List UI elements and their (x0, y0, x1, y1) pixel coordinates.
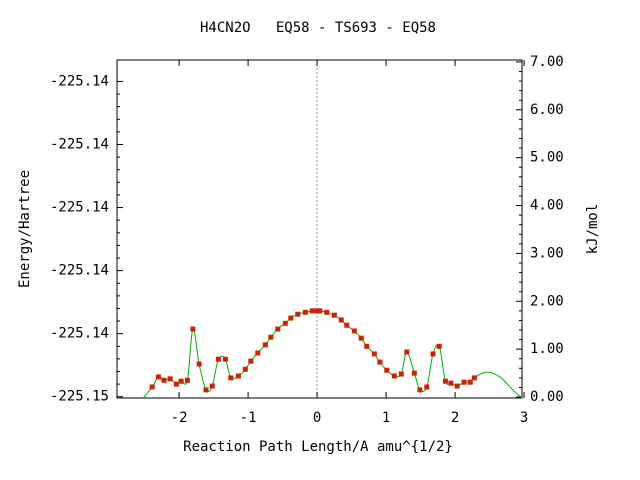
path-point (155, 374, 161, 380)
y-tick-label: -225.14 (50, 326, 109, 342)
path-point (302, 309, 308, 315)
y2-tick-label: 6.00 (530, 102, 564, 118)
y2-tick-label: 5.00 (530, 150, 564, 166)
path-point (338, 317, 344, 323)
path-point (184, 377, 190, 383)
y-tick-label: -225.14 (50, 263, 109, 279)
path-point (196, 361, 202, 367)
path-point (467, 379, 473, 385)
y2-tick-label: 4.00 (530, 198, 564, 214)
y2-tick-label: 1.00 (530, 341, 564, 357)
path-point (161, 377, 167, 383)
path-point (288, 315, 294, 321)
path-point (228, 375, 234, 381)
path-point (222, 356, 228, 362)
x-tick-label: 3 (520, 410, 528, 426)
path-point (377, 359, 383, 365)
x-tick-label: -1 (240, 410, 257, 426)
path-point (391, 373, 397, 379)
path-point (454, 383, 460, 389)
path-point (209, 383, 215, 389)
y-axis-label: Energy/Hartree (17, 170, 33, 288)
path-point (331, 312, 337, 318)
path-point (295, 311, 301, 317)
path-point (442, 378, 448, 384)
path-point (436, 343, 442, 349)
energy-curve (142, 310, 522, 398)
y2-tick-label: 2.00 (530, 293, 564, 309)
x-tick-label: 1 (382, 410, 390, 426)
path-point (358, 335, 364, 341)
x-tick-label: -2 (171, 410, 188, 426)
path-point (344, 322, 350, 328)
x-tick-label: 2 (451, 410, 459, 426)
y2-tick-label: 3.00 (530, 245, 564, 261)
path-point (167, 376, 173, 382)
y-tick-label: -225.14 (50, 73, 109, 89)
y2-axis-label: kJ/mol (585, 204, 601, 255)
path-point (364, 343, 370, 349)
path-point (178, 378, 184, 384)
path-point (275, 326, 281, 332)
path-point (384, 367, 390, 373)
chart-title: H4CN2O EQ58 - TS693 - EQ58 (200, 20, 436, 36)
path-point (215, 356, 221, 362)
path-point (149, 384, 155, 390)
path-point (411, 370, 417, 376)
path-point (173, 381, 179, 387)
path-point (248, 358, 254, 364)
path-point (404, 349, 410, 355)
path-point (317, 308, 323, 314)
path-point (314, 308, 320, 314)
path-point (190, 326, 196, 332)
path-point (430, 351, 436, 357)
path-point (398, 371, 404, 377)
path-point (417, 387, 423, 393)
path-point (448, 380, 454, 386)
x-axis-label: Reaction Path Length/A amu^{1/2} (183, 439, 453, 455)
path-point (371, 351, 377, 357)
y-tick-label: -225.14 (50, 137, 109, 153)
path-point (282, 320, 288, 326)
x-tick-label: 0 (313, 410, 321, 426)
path-point (262, 342, 268, 348)
path-point (242, 366, 248, 372)
path-point (351, 328, 357, 334)
plot-frame (116, 59, 523, 399)
path-point (461, 379, 467, 385)
y2-tick-label: 7.00 (530, 54, 564, 70)
plot-area (142, 308, 522, 398)
path-point (203, 387, 209, 393)
path-point (268, 334, 274, 340)
path-point (235, 373, 241, 379)
path-point (424, 384, 430, 390)
y2-tick-label: 0.00 (530, 389, 564, 405)
path-point (309, 308, 315, 314)
path-point (324, 309, 330, 315)
y-tick-label: -225.15 (50, 389, 109, 405)
path-point (471, 375, 477, 381)
path-point (255, 350, 261, 356)
y-tick-label: -225.14 (50, 200, 109, 216)
